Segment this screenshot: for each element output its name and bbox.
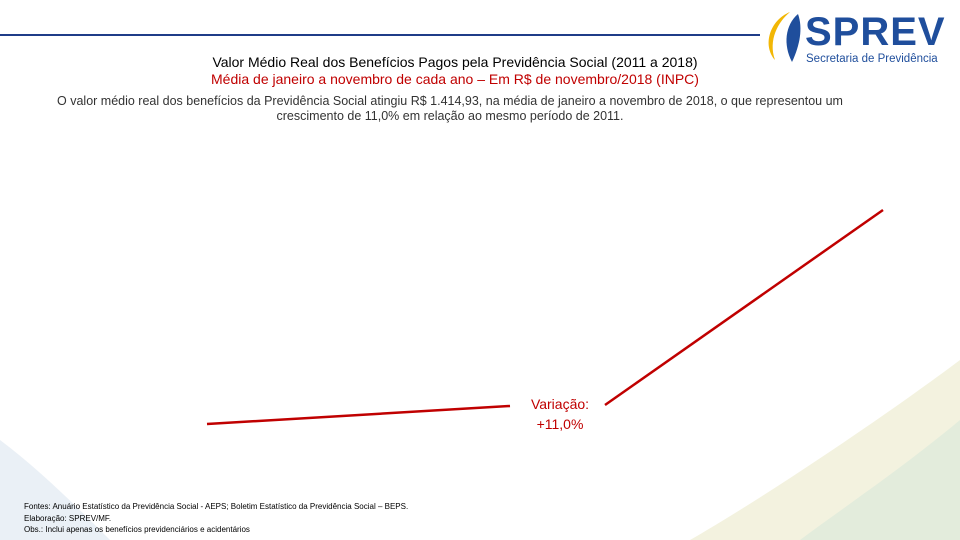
logo-mark: [768, 12, 790, 60]
annotation-line: [604, 208, 884, 407]
annotation-line: [206, 404, 511, 426]
annotation-label: Variação:: [530, 396, 590, 412]
description: O valor médio real dos benefícios da Pre…: [57, 94, 843, 123]
footnote: Elaboração: SPREV/MF.: [24, 513, 112, 523]
footnotes: Fontes: Anuário Estatístico da Previdênc…: [24, 501, 408, 536]
subtitle: Média de janeiro a novembro de cada ano …: [211, 71, 699, 87]
logo-mark: [786, 14, 801, 62]
bg-shape: [800, 420, 960, 540]
logo-subtitle: Secretaria de Previdência: [806, 53, 938, 65]
bg-shape: [0, 440, 110, 540]
logo-name: SPREV: [805, 10, 946, 54]
footnote: Fontes: Anuário Estatístico da Previdênc…: [24, 502, 409, 511]
title: Valor Médio Real dos Benefícios Pagos pe…: [212, 54, 698, 70]
annotation-value: +11,0%: [536, 416, 584, 432]
footnote: Obs.: Inclui apenas os benefícios previd…: [24, 525, 250, 534]
